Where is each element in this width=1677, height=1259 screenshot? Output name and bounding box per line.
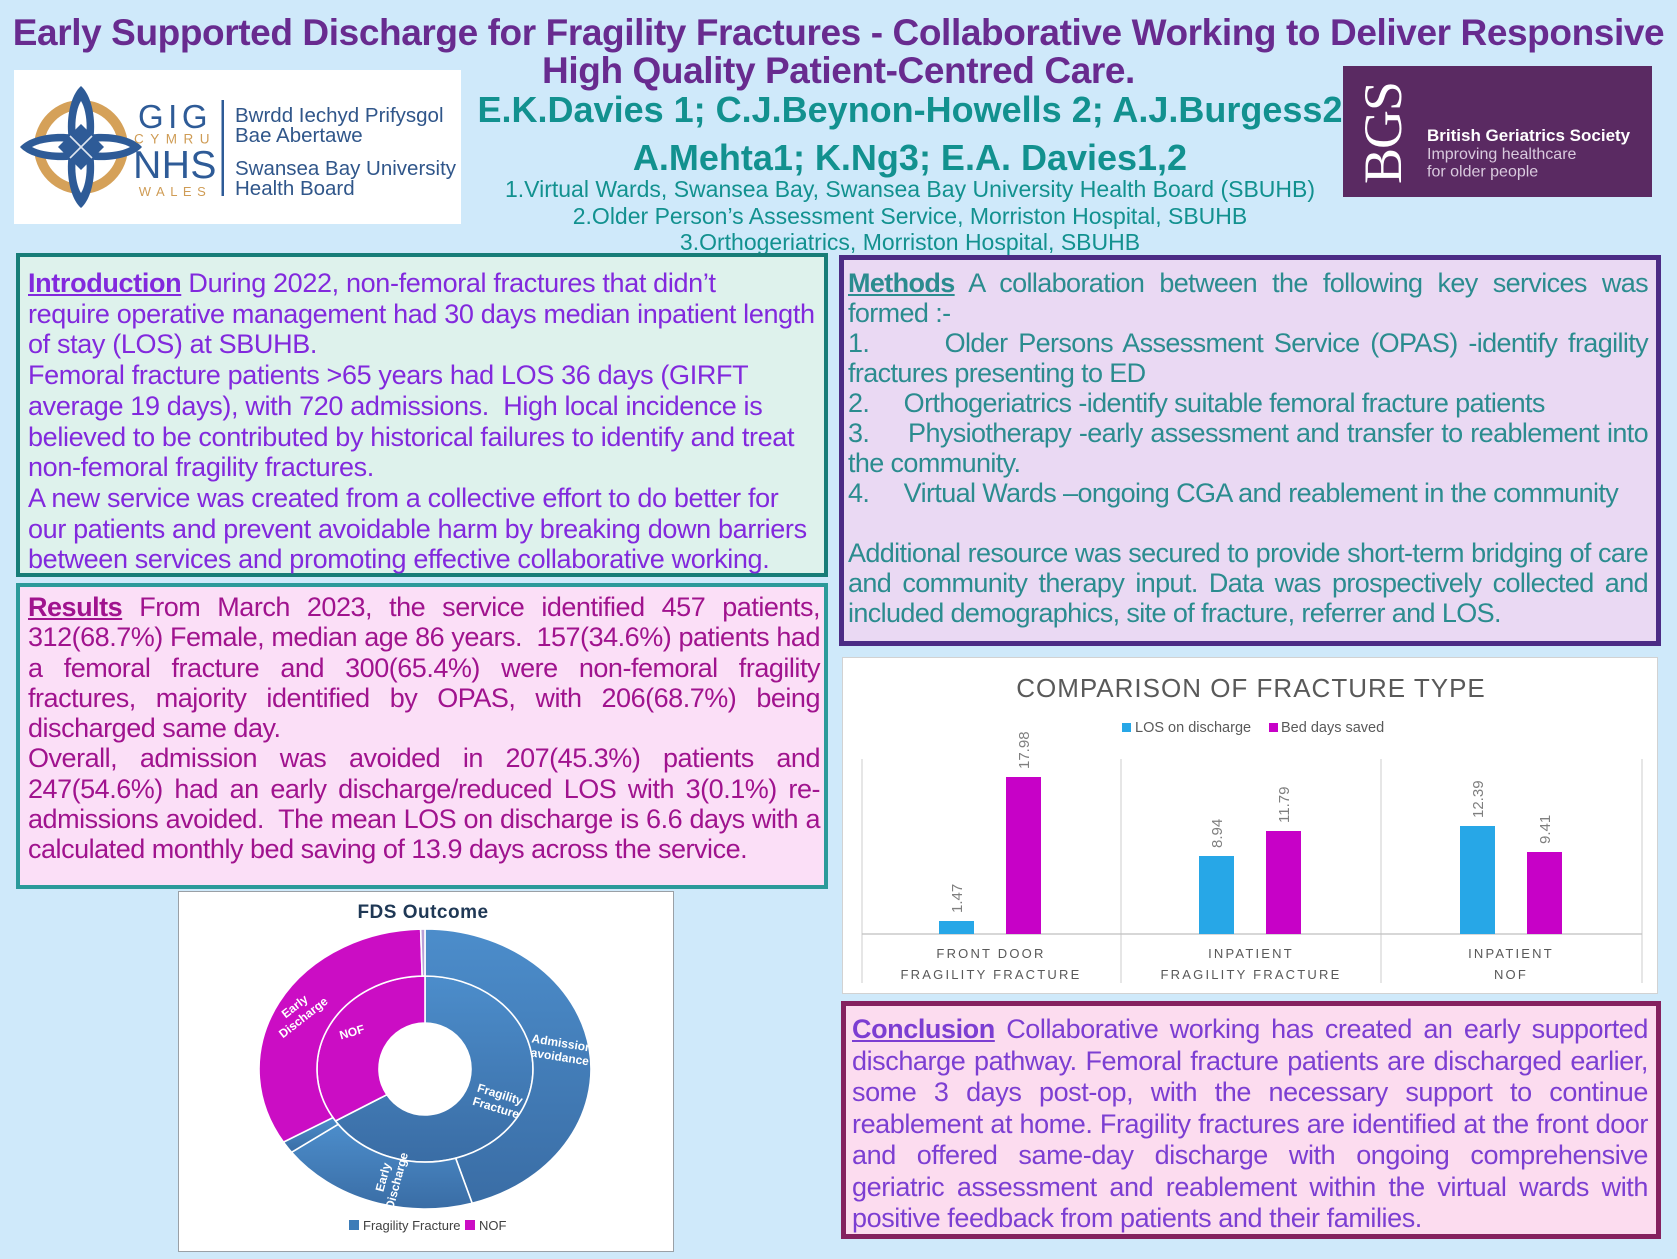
svg-text:Swansea Bay University: Swansea Bay University [235,157,457,180]
svg-text:Health Board: Health Board [235,177,355,200]
svg-text:GIG: GIG [138,98,212,135]
svg-text:FRAGILITY FRACTURE: FRAGILITY FRACTURE [1161,967,1342,982]
svg-text:Bwrdd Iechyd Prifysgol: Bwrdd Iechyd Prifysgol [235,104,444,127]
svg-text:9.41: 9.41 [1537,815,1554,844]
svg-text:Bae Abertawe: Bae Abertawe [235,124,363,147]
svg-text:NOF: NOF [338,1022,366,1042]
svg-text:COMPARISON OF FRACTURE TYPE: COMPARISON OF FRACTURE TYPE [1016,673,1486,703]
svg-text:British Geriatrics Society: British Geriatrics Society [1427,126,1631,145]
svg-text:for older people: for older people [1427,164,1538,181]
svg-text:8.94: 8.94 [1209,819,1226,848]
svg-text:Fragility Fracture: Fragility Fracture [363,1218,461,1233]
svg-text:NOF: NOF [1494,967,1528,982]
svg-text:17.98: 17.98 [1016,731,1033,769]
svg-text:FRONT DOOR: FRONT DOOR [936,946,1045,961]
svg-text:12.39: 12.39 [1470,780,1487,818]
svg-text:WALES: WALES [139,184,212,199]
svg-text:NHS: NHS [133,144,217,187]
svg-text:Improving healthcare: Improving healthcare [1427,146,1577,163]
svg-text:LOS on discharge: LOS on discharge [1135,720,1251,736]
svg-text:11.79: 11.79 [1276,787,1293,823]
svg-text:NOF: NOF [479,1218,507,1233]
svg-text:1.47: 1.47 [949,884,966,913]
svg-text:INPATIENT: INPATIENT [1208,946,1294,961]
svg-text:FDS Outcome: FDS Outcome [357,902,488,923]
svg-text:FRAGILITY FRACTURE: FRAGILITY FRACTURE [901,967,1082,982]
svg-text:CYMRU: CYMRU [134,132,216,147]
svg-text:INPATIENT: INPATIENT [1468,946,1554,961]
svg-text:BGS: BGS [1353,82,1413,184]
svg-text:Bed days saved: Bed days saved [1281,720,1384,736]
